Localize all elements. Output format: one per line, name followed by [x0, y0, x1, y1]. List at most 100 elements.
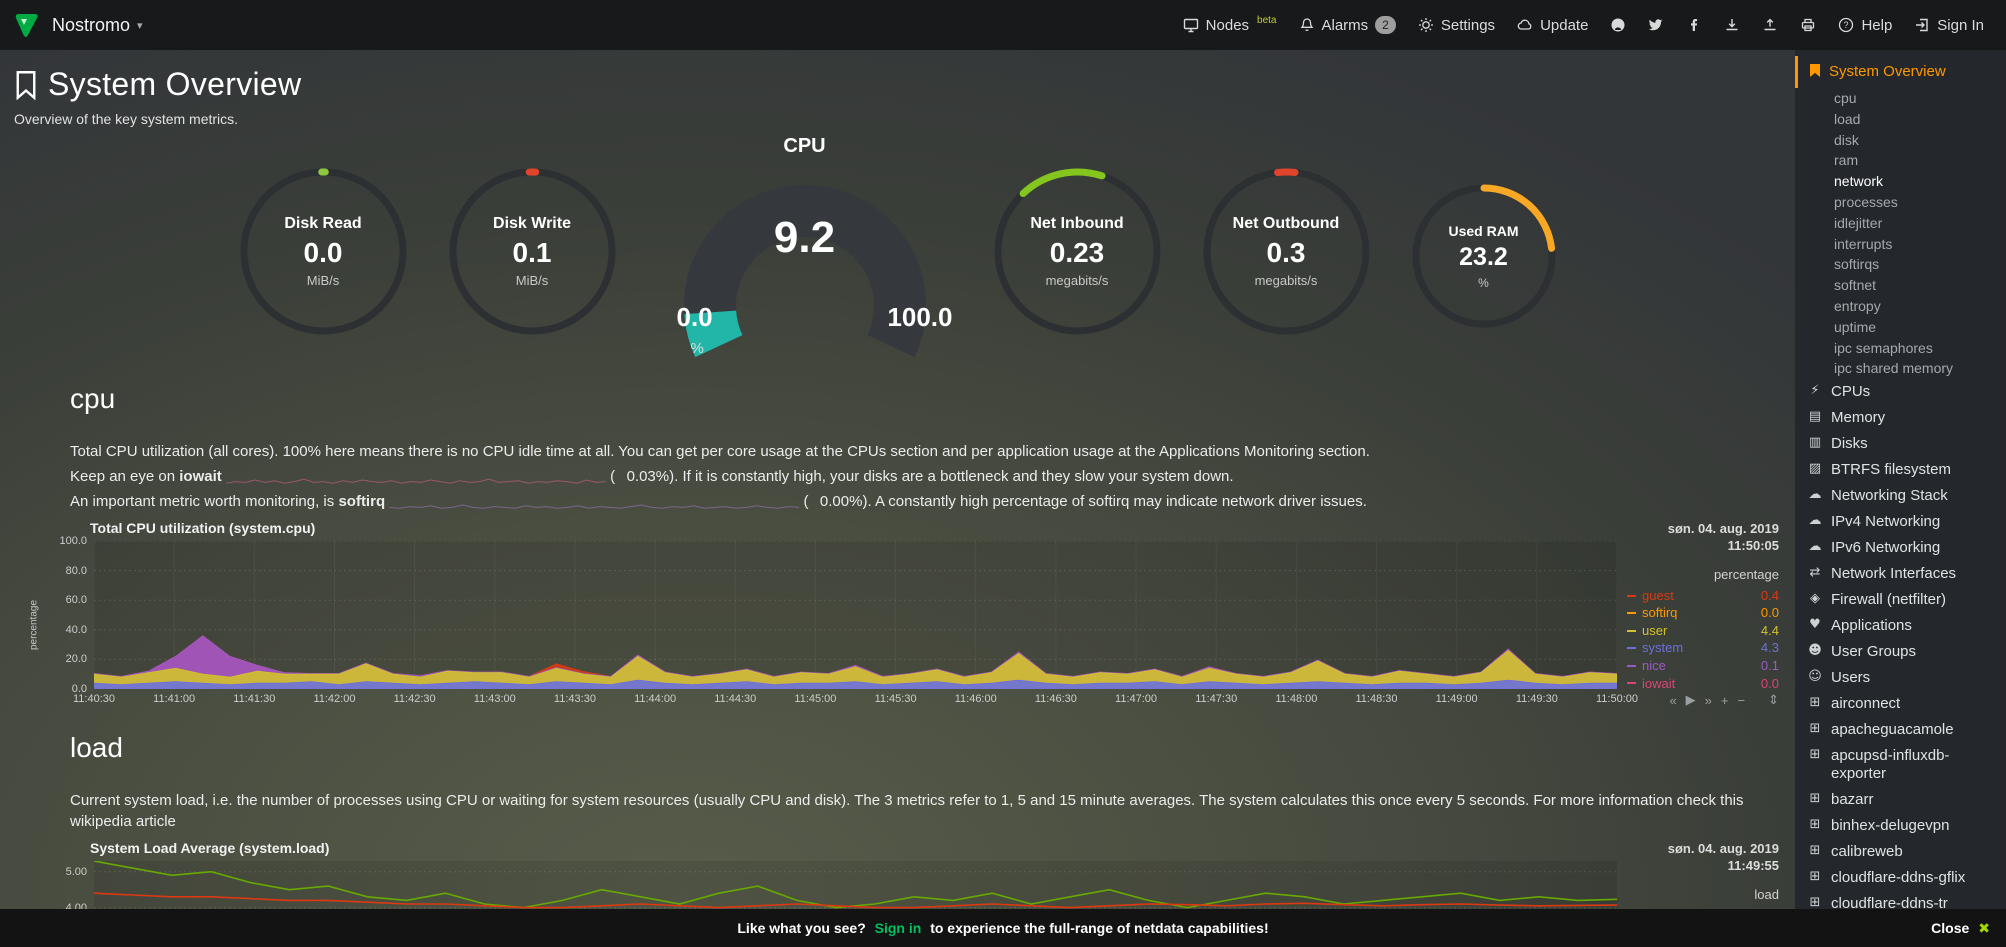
legend-label: nice — [1627, 657, 1666, 675]
sidebar-item-users[interactable]: ☺ Users — [1795, 665, 2006, 691]
sidebar-item-ipv4-networking[interactable]: ☁ IPv4 Networking — [1795, 509, 2006, 535]
net-inbound-gauge-text: Net Inbound 0.23 megabits/s — [991, 165, 1164, 338]
main-content: System Overview Overview of the key syst… — [0, 50, 1795, 947]
sparkline-canvas — [389, 504, 800, 509]
sidebar-item-label: IPv6 Networking — [1831, 539, 1941, 557]
sidebar-item-cloudflare-ddns-gflix[interactable]: ⊞ cloudflare-ddns-gflix — [1795, 865, 2006, 891]
sidebar-item-softirqs[interactable]: softirqs — [1795, 254, 2006, 275]
disks-icon: ▥ — [1808, 435, 1822, 451]
alarms-button[interactable]: Alarms 2 — [1289, 9, 1406, 41]
gauge-value: 0.23 — [1049, 237, 1105, 268]
sidebar-item-network[interactable]: network — [1795, 171, 2006, 192]
upload-icon — [1764, 18, 1776, 31]
chart-pan-left-button[interactable]: « — [1669, 692, 1677, 708]
beta-badge: beta — [1257, 14, 1277, 26]
sidebar-item-ram[interactable]: ram — [1795, 150, 2006, 171]
top-navbar: Nostromo ▾ Nodes beta Alarms 2 — [0, 0, 2006, 50]
sidebar-item-firewall-netfilter-[interactable]: ◈ Firewall (netfilter) — [1795, 587, 2006, 613]
sidebar-item-label: Networking Stack — [1831, 487, 1948, 505]
legend-row-system[interactable]: system 4.3 — [1627, 639, 1779, 657]
load-description-text: Current system load, i.e. the number of … — [70, 792, 1721, 810]
settings-button[interactable]: Settings — [1408, 10, 1505, 41]
cpu-chart[interactable]: percentage Total CPU utilization (system.… — [24, 520, 1787, 710]
netdata-logo[interactable] — [12, 11, 40, 39]
sidebar-item-label: Firewall (netfilter) — [1831, 591, 1947, 609]
wikipedia-link[interactable]: this wikipedia article — [70, 792, 1744, 831]
import-button[interactable] — [1714, 10, 1750, 40]
legend-row-guest[interactable]: guest 0.4 — [1627, 587, 1779, 605]
banner-close-button[interactable]: Close ✖ — [1931, 920, 1990, 937]
cpu-gauge[interactable]: CPU 9.2 0.0 100.0 % — [655, 135, 955, 361]
gauge-unit: megabits/s — [1254, 273, 1318, 288]
signin-button[interactable]: Sign In — [1904, 10, 1994, 41]
cpu-gauge-min: 0.0 — [676, 302, 713, 332]
sidebar-item-cpus[interactable]: ⚡ CPUs — [1795, 379, 2006, 405]
sidebar-item-binhex-delugevpn[interactable]: ⊞ binhex-delugevpn — [1795, 813, 2006, 839]
sidebar-item-disk[interactable]: disk — [1795, 130, 2006, 151]
sidebar-item-ipc-semaphores[interactable]: ipc semaphores — [1795, 338, 2006, 359]
net-outbound-gauge[interactable]: Net Outbound 0.3 megabits/s — [1200, 165, 1373, 338]
sidebar-item-btrfs-filesystem[interactable]: ▨ BTRFS filesystem — [1795, 457, 2006, 483]
sidebar-item-calibreweb[interactable]: ⊞ calibreweb — [1795, 839, 2006, 865]
export-button[interactable] — [1752, 10, 1788, 40]
sidebar-item-memory[interactable]: ▤ Memory — [1795, 405, 2006, 431]
sidebar-item-bazarr[interactable]: ⊞ bazarr — [1795, 787, 2006, 813]
hostname-dropdown[interactable]: Nostromo ▾ — [52, 15, 143, 36]
sidebar-item-softnet[interactable]: softnet — [1795, 275, 2006, 296]
legend-row-nice[interactable]: nice 0.1 — [1627, 657, 1779, 675]
facebook-button[interactable] — [1676, 10, 1712, 40]
print-button[interactable] — [1790, 10, 1826, 40]
legend-date: søn. 04. aug. 2019 — [1667, 521, 1779, 536]
sidebar-item-applications[interactable]: ♥ Applications — [1795, 613, 2006, 639]
legend-row-user[interactable]: user 4.4 — [1627, 622, 1779, 640]
signin-banner-message: Like what you see? Sign in to experience… — [737, 920, 1268, 936]
sidebar-item-load[interactable]: load — [1795, 109, 2006, 130]
gauge-value: 0.1 — [512, 237, 552, 268]
softirq-sparkline — [389, 496, 800, 509]
legend-row-softirq[interactable]: softirq 0.0 — [1627, 604, 1779, 622]
gauge-unit: megabits/s — [1045, 273, 1109, 288]
sidebar-item-cloudflare-ddns-tr[interactable]: ⊞ cloudflare-ddns-tr — [1795, 891, 2006, 917]
chart-zoom-in-button[interactable]: + — [1720, 692, 1729, 708]
net-inbound-gauge[interactable]: Net Inbound 0.23 megabits/s — [991, 165, 1164, 338]
bookmark-icon — [16, 70, 36, 100]
disk_read-gauge-ring — [240, 168, 406, 335]
legend-time: 11:50:05 — [1727, 537, 1779, 553]
disk-read-gauge[interactable]: Disk Read 0.0 MiB/s — [237, 165, 410, 338]
chart-pan-right-button[interactable]: » — [1704, 692, 1712, 708]
nodes-button[interactable]: Nodes beta — [1173, 10, 1287, 41]
sidebar-item-processes[interactable]: processes — [1795, 192, 2006, 213]
sidebar-item-entropy[interactable]: entropy — [1795, 296, 2006, 317]
svg-text:?: ? — [1844, 20, 1849, 30]
sidebar-item-network-interfaces[interactable]: ⇄ Network Interfaces — [1795, 561, 2006, 587]
disk-write-gauge[interactable]: Disk Write 0.1 MiB/s — [446, 165, 619, 338]
legend-name: user — [1642, 622, 1668, 638]
sidebar-item-idlejitter[interactable]: idlejitter — [1795, 213, 2006, 234]
sidebar-item-interrupts[interactable]: interrupts — [1795, 234, 2006, 255]
sidebar-item-networking-stack[interactable]: ☁ Networking Stack — [1795, 483, 2006, 509]
ram-gauge-ring — [1412, 184, 1555, 328]
twitter-button[interactable] — [1638, 10, 1674, 40]
chart-play-button[interactable]: ▶ — [1685, 692, 1696, 708]
sidebar-item-cpu[interactable]: cpu — [1795, 88, 2006, 109]
legend-row-iowait[interactable]: iowait 0.0 — [1627, 675, 1779, 693]
update-button[interactable]: Update — [1507, 10, 1598, 41]
sidebar-item-user-groups[interactable]: ☻ User Groups — [1795, 639, 2006, 665]
banner-signin-link[interactable]: Sign in — [874, 920, 922, 936]
sidebar-item-ipv6-networking[interactable]: ☁ IPv6 Networking — [1795, 535, 2006, 561]
github-button[interactable] — [1600, 10, 1636, 40]
chart-zoom-out-button[interactable]: − — [1737, 692, 1746, 708]
cpu-iowait-note: Keep an eye on iowait (0.03%). If it is … — [70, 466, 1760, 487]
sidebar-item-uptime[interactable]: uptime — [1795, 317, 2006, 338]
chart-resize-handle[interactable]: ⇕ — [1768, 692, 1779, 708]
sidebar-item-disks[interactable]: ▥ Disks — [1795, 431, 2006, 457]
sidebar-item-system-overview[interactable]: System Overview — [1795, 56, 2006, 88]
plot-area[interactable] — [94, 541, 1617, 689]
help-button[interactable]: ? Help — [1828, 10, 1902, 41]
used-ram-gauge[interactable]: Used RAM 23.2 % — [1409, 181, 1559, 331]
sidebar-item-apcupsd-influxdb-exporter[interactable]: ⊞ apcupsd-influxdb-exporter — [1795, 743, 2006, 787]
sidebar-item-ipc-shared-memory[interactable]: ipc shared memory — [1795, 358, 2006, 379]
legend-swatch — [1627, 664, 1636, 667]
sidebar-item-airconnect[interactable]: ⊞ airconnect — [1795, 691, 2006, 717]
sidebar-item-apacheguacamole[interactable]: ⊞ apacheguacamole — [1795, 717, 2006, 743]
